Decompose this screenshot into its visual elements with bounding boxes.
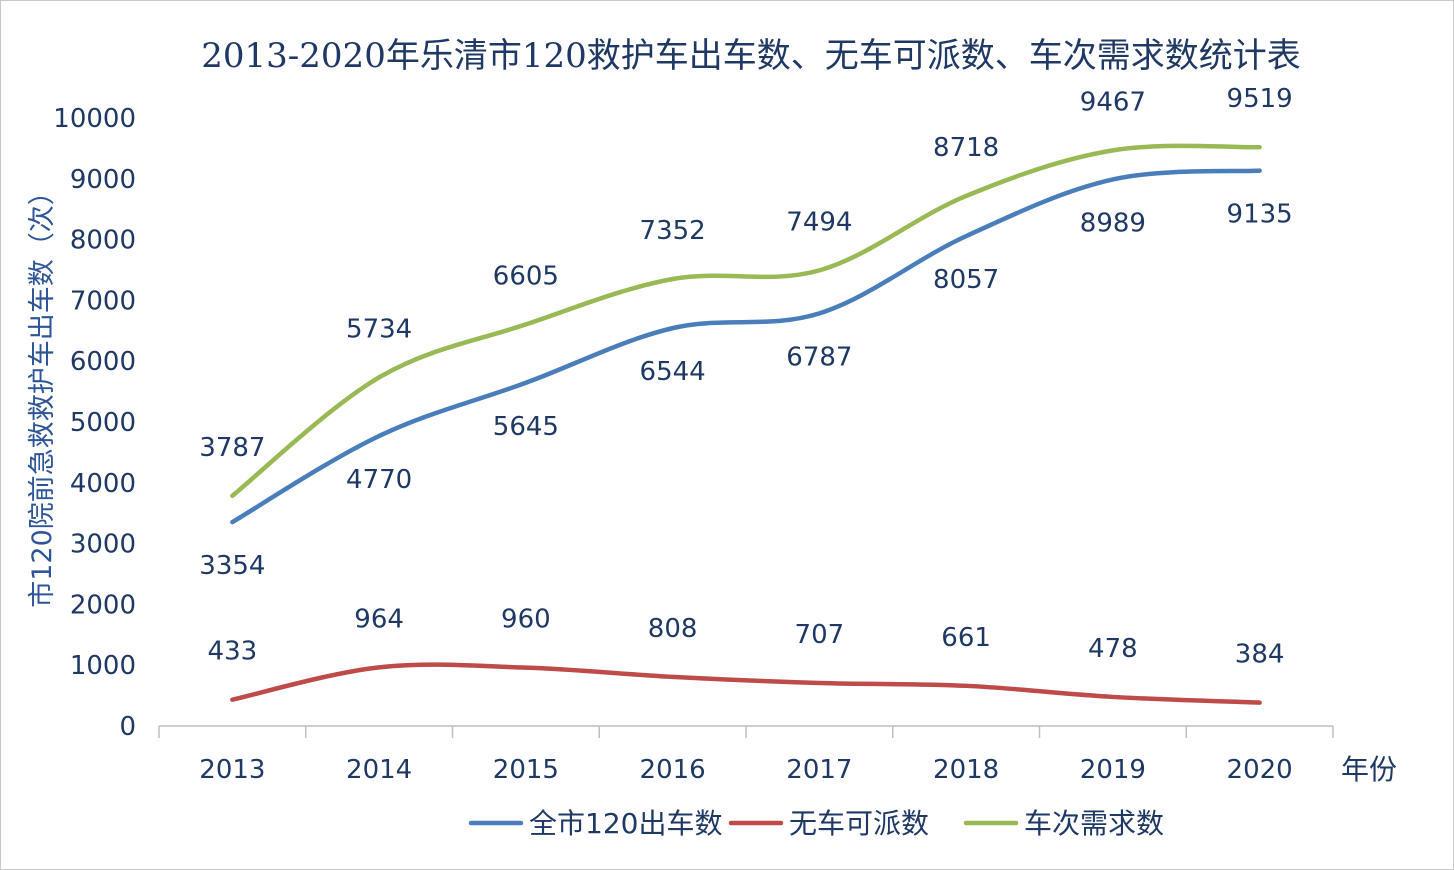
legend-label: 全市120出车数 xyxy=(529,807,722,840)
data-label: 9519 xyxy=(1227,84,1293,114)
y-tick-label: 4000 xyxy=(70,469,136,499)
x-tick-label: 2015 xyxy=(493,755,559,785)
data-label: 8989 xyxy=(1080,208,1146,238)
x-tick-label: 2016 xyxy=(640,755,706,785)
x-tick-label: 2020 xyxy=(1227,755,1293,785)
data-label: 433 xyxy=(208,637,258,667)
data-label: 9467 xyxy=(1080,87,1146,117)
data-label: 478 xyxy=(1088,634,1138,664)
y-axis-ticks: 0 1000 2000 3000 4000 5000 6000 7000 8000 9000 100… xyxy=(53,104,136,742)
y-tick-label: 10000 xyxy=(53,104,136,134)
y-tick-label: 3000 xyxy=(70,530,136,560)
series-line-3 xyxy=(230,143,1262,498)
x-axis-label: 年份 xyxy=(1341,753,1397,786)
x-tick-label: 2017 xyxy=(786,755,852,785)
data-label: 5645 xyxy=(493,412,559,442)
y-tick-label: 2000 xyxy=(70,590,136,620)
y-tick-label: 8000 xyxy=(70,226,136,256)
data-label: 8718 xyxy=(933,133,999,163)
series-line-1 xyxy=(230,168,1262,525)
data-label: 6605 xyxy=(493,261,559,291)
series-line-2 xyxy=(230,662,1262,705)
legend-label: 无车可派数 xyxy=(789,807,929,840)
data-label: 3787 xyxy=(199,433,265,463)
y-tick-label: 0 xyxy=(119,712,136,742)
x-tick-label: 2019 xyxy=(1080,755,1146,785)
data-label: 7352 xyxy=(640,216,706,246)
x-tick-label: 2013 xyxy=(199,755,265,785)
data-label: 964 xyxy=(354,604,404,634)
data-label: 6787 xyxy=(786,342,852,372)
y-tick-label: 1000 xyxy=(70,651,136,681)
y-tick-label: 9000 xyxy=(70,165,136,195)
legend-label: 车次需求数 xyxy=(1024,807,1164,840)
data-labels: 3354 4770 5645 6544 6787 8057 8989 9135 433 964 96… xyxy=(199,84,1292,669)
data-label: 6544 xyxy=(640,357,706,387)
data-label: 9135 xyxy=(1227,200,1293,230)
data-label: 384 xyxy=(1235,640,1285,670)
chart-title: 2013-2020年乐清市120救护车出车数、无车可派数、车次需求数统计表 xyxy=(201,36,1300,76)
x-tick-label: 2018 xyxy=(933,755,999,785)
y-tick-label: 7000 xyxy=(70,286,136,316)
data-label: 8057 xyxy=(933,265,999,295)
series-lines xyxy=(230,143,1262,705)
data-label: 808 xyxy=(648,614,698,644)
legend: 全市120出车数 无车可派数 车次需求数 xyxy=(468,807,1164,840)
data-label: 7494 xyxy=(786,207,852,237)
x-axis: 2013 2014 2015 2016 2017 2018 2019 2020 xyxy=(158,725,1334,785)
data-label: 707 xyxy=(795,620,845,650)
y-tick-label: 6000 xyxy=(70,347,136,377)
y-axis-label: 市120院前急救救护车出车数（次） xyxy=(27,178,58,608)
x-tick-label: 2014 xyxy=(346,755,412,785)
data-label: 5734 xyxy=(346,314,412,344)
data-label: 4770 xyxy=(346,465,412,495)
data-label: 3354 xyxy=(199,551,265,581)
y-tick-label: 5000 xyxy=(70,408,136,438)
data-label: 960 xyxy=(501,605,551,635)
data-label: 661 xyxy=(941,623,991,653)
